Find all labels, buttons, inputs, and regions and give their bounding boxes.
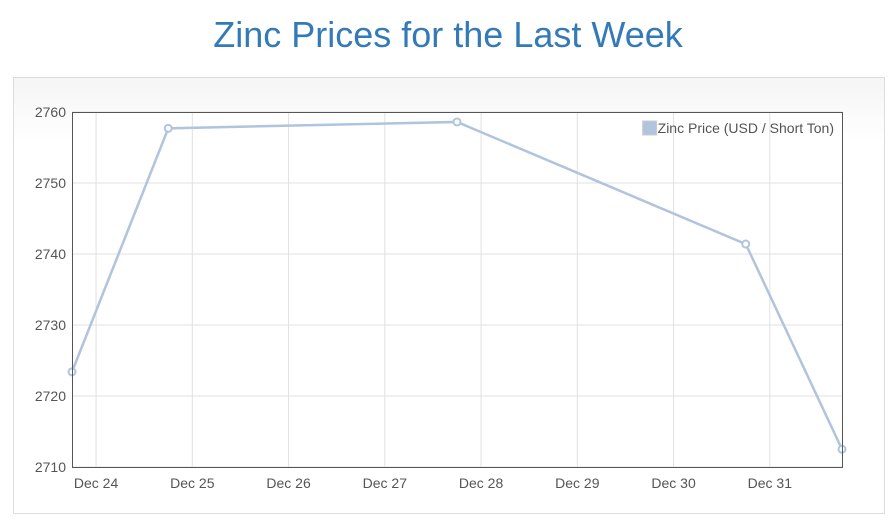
y-tick-label: 2720 [35,388,66,404]
x-tick-label: Dec 28 [459,475,504,491]
data-point [741,239,751,249]
x-tick-label: Dec 29 [555,475,600,491]
x-tick-label: Dec 31 [748,475,793,491]
x-tick-label: Dec 25 [170,475,215,491]
y-tick-label: 2710 [35,459,66,475]
chart-title: Zinc Prices for the Last Week [213,14,684,55]
legend-swatch [642,120,658,136]
x-tick-label: Dec 24 [74,475,119,491]
y-tick-label: 2730 [35,317,66,333]
data-point [452,117,462,127]
plot-border [72,112,843,468]
plot-area [72,112,842,467]
legend-label: Zinc Price (USD / Short Ton) [658,120,834,136]
y-tick-label: 2760 [35,104,66,120]
y-tick-label: 2750 [35,175,66,191]
data-point [163,123,173,133]
x-tick-label: Dec 27 [363,475,408,491]
x-tick-label: Dec 26 [266,475,311,491]
y-tick-label: 2740 [35,246,66,262]
x-tick-label: Dec 30 [651,475,696,491]
